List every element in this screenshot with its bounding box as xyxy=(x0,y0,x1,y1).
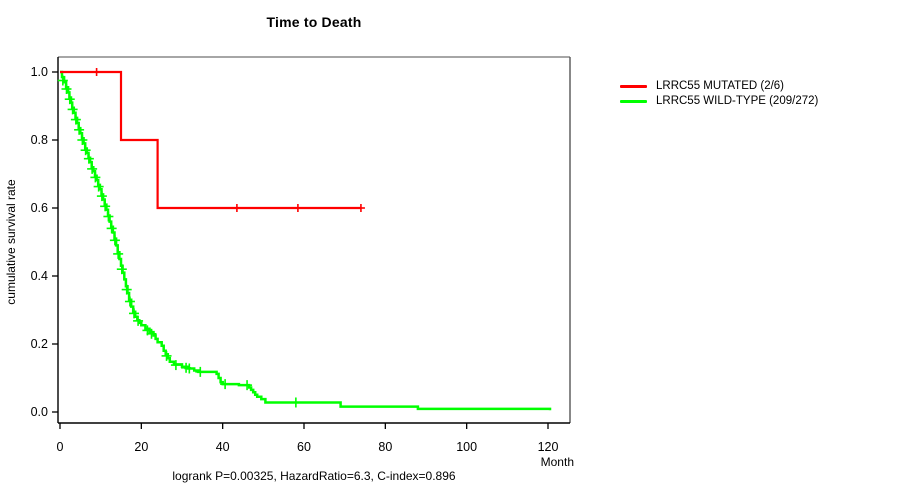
y-tick-label: 0.0 xyxy=(31,405,48,419)
y-tick-label: 1.0 xyxy=(31,65,48,79)
legend-label-wildtype: LRRC55 WILD-TYPE (209/272) xyxy=(656,95,819,107)
legend-item-wildtype: LRRC55 WILD-TYPE (209/272) xyxy=(620,94,818,109)
legend-swatch-wildtype xyxy=(620,100,647,103)
x-axis-label: Month xyxy=(540,455,574,469)
y-tick-label: 0.4 xyxy=(31,269,48,283)
survival-curve-mutated xyxy=(60,70,361,210)
x-tick-label: 120 xyxy=(538,440,559,454)
legend-item-mutated: LRRC55 MUTATED (2/6) xyxy=(620,79,818,94)
x-tick-label: 80 xyxy=(378,440,392,454)
x-tick-label: 40 xyxy=(216,440,230,454)
chart-title: Time to Death xyxy=(266,14,362,30)
legend-swatch-mutated xyxy=(620,85,647,88)
legend: LRRC55 MUTATED (2/6) LRRC55 WILD-TYPE (2… xyxy=(620,79,818,109)
x-tick-label: 0 xyxy=(57,440,64,454)
x-tick-label: 20 xyxy=(134,440,148,454)
legend-label-mutated: LRRC55 MUTATED (2/6) xyxy=(656,80,785,92)
survival-curve-wildtype xyxy=(60,70,552,411)
x-tick-label: 60 xyxy=(297,440,311,454)
y-tick-label: 0.6 xyxy=(31,201,48,215)
y-tick-label: 0.8 xyxy=(31,133,48,147)
x-tick-label: 100 xyxy=(456,440,477,454)
stats-annotation: logrank P=0.00325, HazardRatio=6.3, C-in… xyxy=(172,469,456,483)
y-tick-label: 0.2 xyxy=(31,337,48,351)
